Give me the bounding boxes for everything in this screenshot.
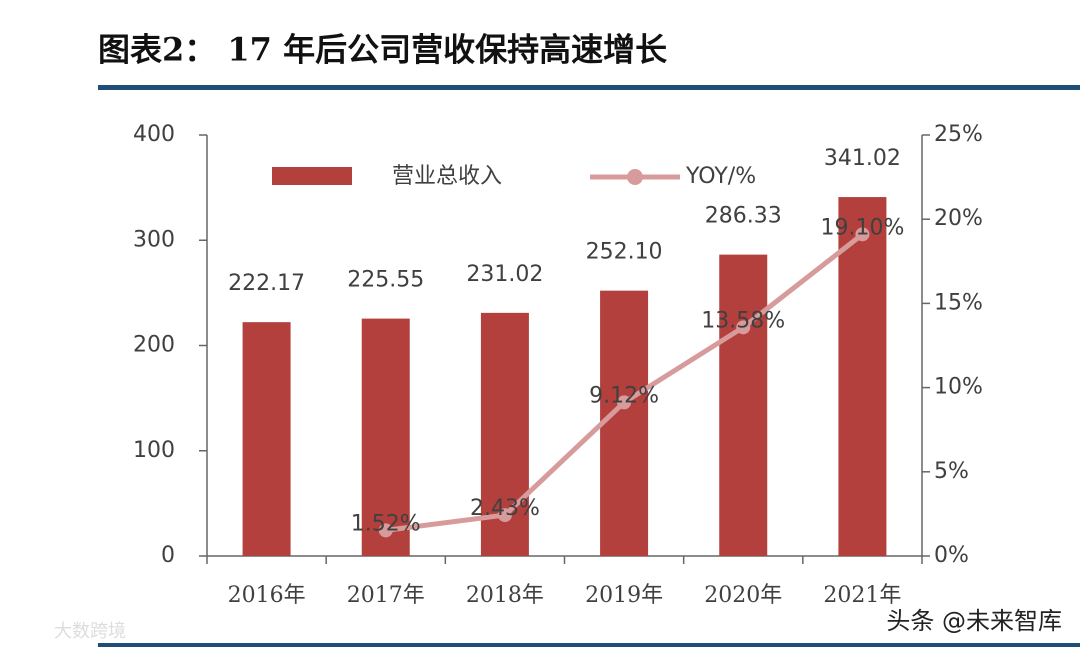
yoy-value-label: 13.58% — [701, 308, 785, 333]
y-tick-label: 300 — [133, 227, 175, 252]
yoy-value-label: 2.43% — [470, 496, 540, 521]
bar — [600, 290, 649, 556]
x-tick-label: 2018年 — [466, 583, 544, 608]
y2-tick-label: 15% — [934, 290, 983, 315]
yoy-value-label: 1.52% — [351, 511, 421, 536]
bar — [242, 322, 291, 556]
y-tick-label: 100 — [133, 438, 175, 463]
legend-swatch — [272, 167, 352, 185]
y-tick-label: 400 — [133, 122, 175, 147]
legend-swatch — [627, 169, 643, 185]
x-tick-label: 2017年 — [347, 583, 425, 608]
watermark: 大数跨境 — [54, 621, 126, 642]
x-tick-label: 2021年 — [823, 583, 901, 608]
bar-value-label: 222.17 — [228, 271, 305, 296]
yoy-point — [497, 508, 512, 523]
watermark: 头条 @未来智库 — [886, 607, 1062, 635]
bar-value-label: 231.02 — [466, 262, 543, 287]
bar-value-label: 286.33 — [705, 204, 782, 229]
yoy-point — [378, 523, 393, 538]
yoy-point — [617, 395, 632, 410]
y2-tick-label: 25% — [934, 122, 983, 147]
bar — [838, 197, 887, 556]
bar-value-label: 341.02 — [824, 146, 901, 171]
yoy-point — [855, 227, 870, 242]
bar — [361, 318, 410, 556]
y2-tick-label: 20% — [934, 206, 983, 231]
yoy-value-label: 9.12% — [589, 383, 659, 408]
legend-label: 营业总收入 — [392, 164, 502, 189]
y2-tick-label: 5% — [934, 459, 969, 484]
x-tick-label: 2019年 — [585, 583, 663, 608]
y-tick-label: 0 — [161, 543, 175, 568]
yoy-point — [736, 320, 751, 335]
y2-tick-label: 10% — [934, 375, 983, 400]
yoy-value-label: 19.10% — [820, 215, 904, 240]
title-rule — [98, 85, 1080, 90]
y2-tick-label: 0% — [934, 543, 969, 568]
bar-value-label: 225.55 — [347, 268, 424, 293]
x-tick-label: 2020年 — [704, 583, 782, 608]
chart-title: 图表2： 17 年后公司营收保持高速增长 — [98, 31, 667, 69]
legend-label: YOY/% — [685, 164, 756, 189]
bar — [719, 254, 768, 556]
x-tick-label: 2016年 — [228, 583, 306, 608]
y-tick-label: 200 — [133, 333, 175, 358]
bar-value-label: 252.10 — [586, 240, 663, 265]
bottom-rule — [98, 643, 1080, 647]
